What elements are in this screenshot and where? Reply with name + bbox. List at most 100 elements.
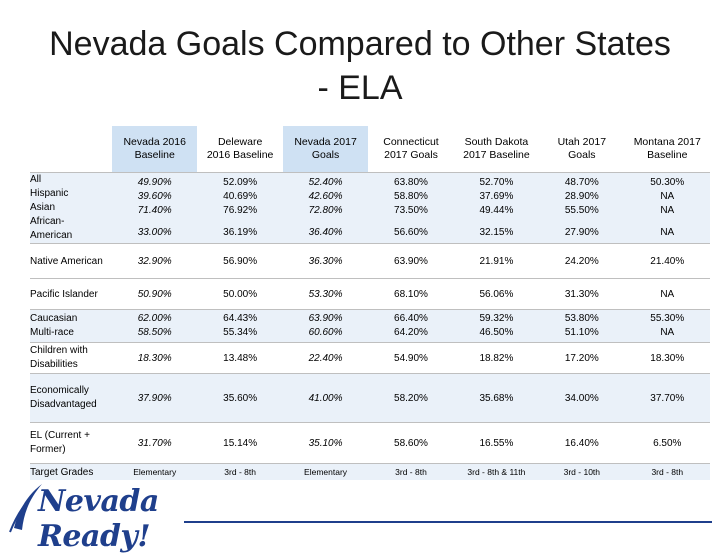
row-label-line: African- bbox=[30, 216, 65, 227]
row-label: All Hispanic Asian African- American bbox=[30, 172, 112, 244]
table-cell: 52.40% 42.60% 72.80% 36.40% bbox=[282, 172, 369, 244]
cell-value: 59.32% bbox=[479, 313, 514, 324]
table-row: Children with Disabilities 18.30% 13.48% … bbox=[30, 342, 710, 374]
cell-value: 48.70% bbox=[564, 177, 599, 188]
cell-value: 55.30% bbox=[650, 313, 685, 324]
table-cell: 50.90% bbox=[112, 278, 198, 310]
header-montana-2017-baseline: Montana 2017 Baseline bbox=[624, 126, 710, 173]
table-cell: 34.00% bbox=[539, 373, 625, 423]
table-header-row: Nevada 2016 Baseline Deleware 2016 Baselin… bbox=[30, 126, 710, 173]
table-cell: 15.14% bbox=[197, 422, 283, 464]
header-line: Goals bbox=[568, 149, 596, 161]
header-line: 2016 Baseline bbox=[206, 149, 274, 161]
row-label: Economically Disadvantaged bbox=[30, 373, 112, 423]
row-label-line: Hispanic bbox=[30, 188, 69, 199]
cell-value: 73.50% bbox=[394, 205, 428, 216]
table-cell: 68.10% bbox=[368, 278, 454, 310]
row-label: Native American bbox=[30, 243, 112, 279]
row-label-line: All bbox=[30, 174, 42, 185]
goals-comparison-table: Nevada 2016 Baseline Deleware 2016 Baselin… bbox=[30, 126, 710, 480]
header-line: Deleware bbox=[217, 136, 263, 148]
row-label-line: Former) bbox=[30, 444, 66, 455]
table-cell: 58.20% bbox=[368, 373, 454, 423]
table-cell: 37.90% bbox=[112, 373, 198, 423]
table-cell: 18.30% bbox=[624, 342, 710, 374]
table-cell: 55.30% NA bbox=[624, 309, 710, 343]
table-cell: 35.68% bbox=[453, 373, 540, 423]
table-cell: 52.70% 37.69% 49.44% 32.15% bbox=[453, 172, 540, 244]
cell-value: 63.80% bbox=[394, 177, 428, 188]
table-cell: 16.55% bbox=[453, 422, 540, 464]
table-cell: 16.40% bbox=[539, 422, 625, 464]
table-cell: 50.00% bbox=[197, 278, 283, 310]
row-label-line: Economically bbox=[30, 385, 89, 396]
table-cell: 62.00% 58.50% bbox=[112, 309, 198, 343]
table-cell: 41.00% bbox=[282, 373, 369, 423]
cell-value: 28.90% bbox=[564, 191, 599, 202]
table-cell: 66.40% 64.20% bbox=[368, 309, 454, 343]
slide-title: Nevada Goals Compared to Other States - … bbox=[49, 25, 671, 107]
table-cell: 59.32% 46.50% bbox=[453, 309, 540, 343]
table-cell: 50.30% NA NA NA bbox=[624, 172, 710, 244]
cell-value: 52.40% bbox=[308, 177, 343, 188]
cell-value: 32.15% bbox=[479, 227, 514, 238]
table-cell: 56.90% bbox=[197, 243, 283, 279]
logo-swoosh-icon bbox=[9, 484, 42, 533]
table-cell: 24.20% bbox=[539, 243, 625, 279]
cell-value: 56.60% bbox=[394, 227, 428, 238]
row-label-line: EL (Current + bbox=[30, 430, 90, 441]
table-cell: 53.80% 51.10% bbox=[539, 309, 625, 343]
table-cell: NA bbox=[624, 278, 710, 310]
row-label: EL (Current + Former) bbox=[30, 422, 112, 464]
table-cell: 54.90% bbox=[368, 342, 454, 374]
cell-value: 53.80% bbox=[564, 313, 599, 324]
table-cell: 22.40% bbox=[282, 342, 369, 374]
header-delaware-2016-baseline: Deleware 2016 Baseline bbox=[197, 126, 283, 173]
cell-value: 51.10% bbox=[564, 327, 599, 338]
table-cell: 3rd - 8th bbox=[197, 463, 283, 480]
table-row: Native American 32.90% 56.90% 36.30% 63.… bbox=[30, 243, 710, 279]
row-label-line: American bbox=[30, 230, 73, 241]
table-cell: 21.40% bbox=[624, 243, 710, 279]
cell-value: 36.40% bbox=[308, 227, 343, 238]
cell-value: 52.70% bbox=[479, 177, 514, 188]
cell-value: 50.30% bbox=[650, 177, 685, 188]
cell-value: 46.50% bbox=[479, 327, 514, 338]
header-line: Montana 2017 bbox=[633, 136, 701, 148]
table-cell: 18.30% bbox=[112, 342, 198, 374]
cell-value: 63.90% bbox=[308, 313, 343, 324]
header-line: Nevada 2016 bbox=[123, 136, 186, 148]
cell-value: 33.00% bbox=[137, 227, 172, 238]
cell-value: 66.40% bbox=[394, 313, 428, 324]
cell-value: 27.90% bbox=[564, 227, 599, 238]
table-cell: 37.70% bbox=[624, 373, 710, 423]
cell-value: 76.92% bbox=[223, 205, 258, 216]
table-cell: 3rd - 8th bbox=[624, 463, 710, 480]
table-cell: 31.70% bbox=[112, 422, 198, 464]
row-label: Target Grades bbox=[30, 463, 112, 480]
table-cell: 64.43% 55.34% bbox=[197, 309, 283, 343]
row-label: Caucasian Multi-race bbox=[30, 309, 112, 343]
table-cell: 35.10% bbox=[282, 422, 369, 464]
cell-value: 49.90% bbox=[137, 177, 172, 188]
cell-value: NA bbox=[660, 191, 675, 202]
cell-value: 39.60% bbox=[137, 191, 172, 202]
table-cell: 53.30% bbox=[282, 278, 369, 310]
row-label-line: Multi-race bbox=[30, 327, 74, 338]
header-connecticut-2017-goals: Connecticut 2017 Goals bbox=[368, 126, 454, 173]
header-nevada-2016-baseline: Nevada 2016 Baseline bbox=[112, 126, 198, 173]
table-row: Caucasian Multi-race 62.00% 58.50% 64.43% 5… bbox=[30, 309, 710, 343]
table-cell: 48.70% 28.90% 55.50% 27.90% bbox=[539, 172, 625, 244]
table-cell: 21.91% bbox=[453, 243, 540, 279]
row-label-line: Disadvantaged bbox=[30, 399, 97, 410]
table-cell: 6.50% bbox=[624, 422, 710, 464]
cell-value: 71.40% bbox=[137, 205, 172, 216]
table-cell: 3rd - 10th bbox=[539, 463, 625, 480]
cell-value: 52.09% bbox=[223, 177, 258, 188]
header-line: Baseline bbox=[647, 149, 688, 161]
header-line: Baseline bbox=[134, 149, 175, 161]
header-nevada-2017-goals: Nevada 2017 Goals bbox=[282, 126, 369, 173]
nevada-ready-logo: Nevada Ready! bbox=[8, 478, 198, 554]
footer-divider bbox=[184, 521, 712, 523]
table-cell: Elementary bbox=[282, 463, 369, 480]
